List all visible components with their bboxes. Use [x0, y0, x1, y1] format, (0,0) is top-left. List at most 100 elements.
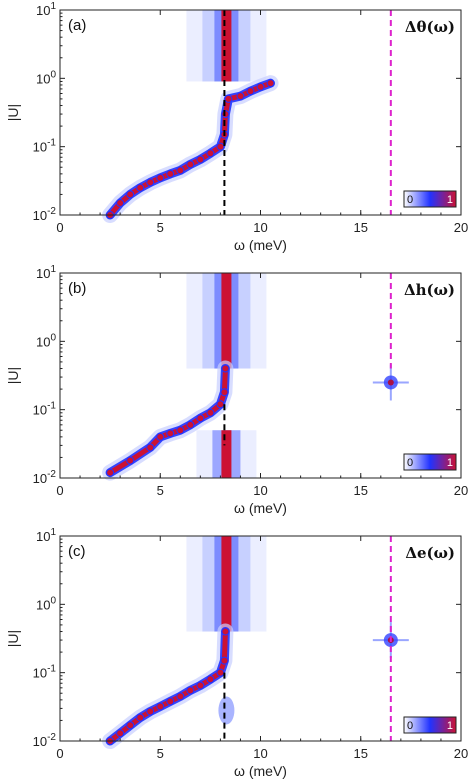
ridge-point [166, 697, 175, 706]
x-tick-label: 5 [157, 220, 164, 235]
x-tick-label: 0 [56, 220, 63, 235]
panel-quantity: Δe(ω) [405, 544, 455, 562]
y-tick-label: 101 [36, 264, 56, 281]
ridge-point [166, 169, 175, 178]
ridge-point [116, 198, 125, 207]
lower-band-core [221, 430, 232, 478]
x-tick-label: 5 [157, 483, 164, 498]
y-tick-label: 100 [36, 332, 56, 349]
panel-label: (b) [68, 280, 86, 297]
ridge-point [186, 420, 195, 429]
ridge-point [176, 166, 185, 175]
y-tick-label: 101 [36, 1, 56, 18]
ridge-point [206, 408, 215, 417]
ridge-point [126, 190, 135, 199]
ridge-point [256, 82, 265, 91]
panel-label: (a) [68, 17, 86, 34]
ridge-point [156, 173, 165, 182]
y-tick-label: 10-2 [33, 206, 57, 223]
ridge-point [266, 79, 275, 88]
spot-core [387, 379, 394, 386]
ridge-point [216, 142, 225, 151]
ridge-point [186, 160, 195, 169]
x-tick-label: 20 [454, 483, 468, 498]
band-core [221, 273, 232, 369]
colorbar-min-label: 0 [407, 194, 413, 206]
x-tick-label: 0 [56, 483, 63, 498]
panel-quantity: Δh(ω) [404, 281, 455, 299]
ridge-point [106, 468, 115, 477]
y-axis-title: |U| [5, 630, 21, 647]
x-tick-label: 15 [354, 220, 368, 235]
ridge-point [136, 713, 145, 722]
x-axis-title: ω (meV) [234, 500, 287, 516]
x-tick-label: 10 [253, 746, 267, 761]
y-tick-label: 100 [36, 595, 56, 612]
y-tick-label: 10-2 [33, 469, 57, 486]
ridge-point [221, 627, 230, 636]
y-tick-label: 10-1 [33, 664, 57, 681]
y-tick-label: 10-1 [33, 401, 57, 418]
ridge-point [176, 426, 185, 435]
ridge-point [116, 729, 125, 738]
colorbar [403, 716, 457, 734]
x-tick-label: 10 [253, 483, 267, 498]
x-tick-label: 5 [157, 746, 164, 761]
ridge-point [216, 668, 225, 677]
x-axis-title: ω (meV) [234, 763, 287, 779]
ridge-point [126, 456, 135, 465]
ridge-point [196, 414, 205, 423]
ridge-point [246, 87, 255, 96]
colorbar [403, 190, 457, 208]
ridge-point [216, 400, 225, 409]
ridge-point [196, 155, 205, 164]
colorbar [403, 453, 457, 471]
ridge-point [224, 94, 233, 103]
ridge-point [156, 432, 165, 441]
x-tick-label: 20 [454, 220, 468, 235]
ridge-point [206, 675, 215, 684]
ridge-point [196, 681, 205, 690]
panel-quantity: Δθ(ω) [405, 18, 455, 36]
y-tick-label: 100 [36, 69, 56, 86]
colorbar-max-label: 1 [447, 457, 453, 469]
ridge-point [146, 178, 155, 187]
x-axis-title: ω (meV) [234, 237, 287, 253]
ridge-point [146, 443, 155, 452]
colorbar-min-label: 0 [407, 720, 413, 732]
ridge-point [146, 707, 155, 716]
y-axis-title: |U| [5, 367, 21, 384]
ridge-point [221, 364, 230, 373]
x-tick-label: 10 [253, 220, 267, 235]
y-tick-label: 10-2 [33, 732, 57, 749]
band-core [221, 536, 232, 632]
ridge-point [156, 702, 165, 711]
ridge-point [236, 92, 245, 101]
ridge-point [221, 110, 230, 119]
y-axis-title: |U| [5, 104, 21, 121]
x-tick-label: 0 [56, 746, 63, 761]
ridge-point [176, 692, 185, 701]
ridge-point [220, 656, 229, 665]
x-tick-label: 15 [354, 483, 368, 498]
ridge-point [166, 429, 175, 438]
x-tick-label: 15 [354, 746, 368, 761]
ridge-point [206, 149, 215, 158]
x-tick-label: 20 [454, 746, 468, 761]
weak-spot [218, 696, 235, 725]
colorbar-max-label: 1 [447, 194, 453, 206]
ridge-point [126, 721, 135, 730]
y-tick-label: 101 [36, 527, 56, 544]
ridge-point [186, 686, 195, 695]
colorbar-max-label: 1 [447, 720, 453, 732]
ridge-point [220, 388, 229, 397]
panel-label: (c) [68, 543, 86, 560]
colorbar-min-label: 0 [407, 457, 413, 469]
y-tick-label: 10-1 [33, 138, 57, 155]
band-core [221, 10, 232, 82]
ridge-point [136, 183, 145, 192]
